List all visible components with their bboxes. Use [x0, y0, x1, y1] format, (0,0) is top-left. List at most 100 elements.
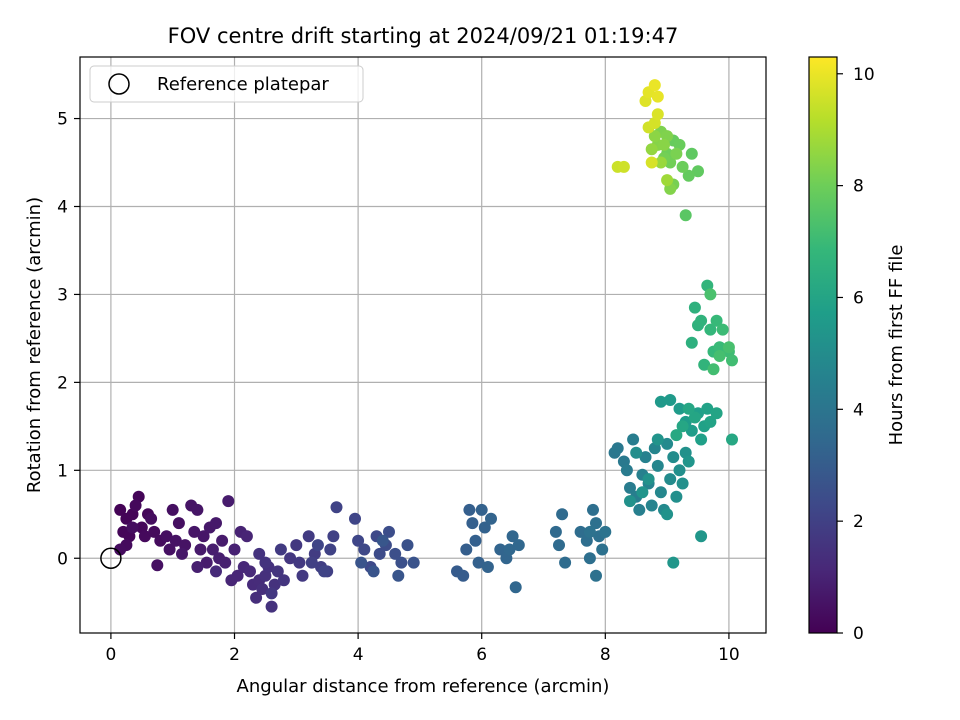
x-axis-ticks: 0 2 4 6 8 10: [105, 633, 740, 665]
data-point: [114, 503, 127, 516]
data-point: [559, 556, 572, 569]
data-point: [633, 503, 646, 516]
data-point: [469, 534, 482, 547]
data-point: [676, 160, 689, 173]
data-point: [658, 138, 670, 151]
data-point: [367, 565, 380, 578]
data-point: [129, 499, 142, 512]
data-point: [478, 521, 491, 534]
data-point: [651, 459, 664, 472]
x-tick-label: 0: [105, 645, 116, 665]
colorbar-gradient: [809, 57, 837, 633]
gridlines: [80, 57, 766, 633]
y-tick-label: 2: [57, 373, 68, 393]
data-point: [166, 503, 179, 516]
data-point: [172, 517, 185, 530]
data-point: [673, 402, 686, 415]
data-point: [645, 156, 658, 169]
x-tick-label: 6: [476, 645, 487, 665]
data-point: [587, 503, 599, 516]
data-point: [549, 525, 562, 538]
data-point: [463, 503, 476, 516]
data-point: [704, 415, 717, 428]
data-point: [219, 556, 232, 569]
data-point: [355, 556, 368, 569]
data-point: [460, 543, 473, 556]
data-point: [472, 556, 485, 569]
y-axis-label: Rotation from reference (arcmin): [24, 197, 45, 493]
data-point: [664, 394, 677, 406]
data-point: [617, 160, 630, 173]
plot-frame: [79, 56, 767, 634]
y-axis-ticks: 0 1 2 3 4 5: [57, 110, 80, 569]
colorbar-label: Hours from first FF file: [886, 245, 907, 446]
data-point: [383, 525, 395, 538]
y-tick-label: 0: [57, 549, 68, 569]
data-point: [661, 174, 674, 187]
data-point: [654, 395, 667, 408]
data-point: [636, 486, 649, 499]
data-point: [704, 288, 717, 301]
data-point: [259, 556, 272, 569]
data-point: [639, 451, 652, 464]
data-point: [466, 517, 479, 530]
reference-platepar-marker: [100, 547, 122, 570]
data-point: [583, 552, 596, 565]
y-tick-label: 4: [57, 197, 68, 217]
data-point: [169, 534, 182, 547]
x-tick-label: 4: [353, 645, 364, 665]
data-point: [265, 587, 278, 600]
data-point: [206, 543, 219, 556]
data-point: [713, 341, 726, 354]
data-point: [311, 539, 324, 552]
data-point: [590, 569, 602, 582]
data-point: [574, 525, 587, 538]
data-point: [688, 301, 701, 314]
data-point: [695, 530, 708, 543]
data-point: [302, 530, 315, 543]
data-point: [145, 512, 158, 525]
data-point: [667, 451, 680, 464]
data-point: [163, 543, 176, 556]
data-point: [651, 90, 664, 103]
data-point: [200, 556, 213, 569]
data-point: [407, 556, 420, 569]
data-point: [611, 442, 624, 455]
data-point: [651, 108, 664, 121]
data-point: [654, 156, 667, 169]
data-point: [376, 534, 389, 547]
data-point: [688, 411, 701, 424]
data-points: [114, 79, 738, 613]
data-point: [710, 407, 723, 420]
y-tick-label: 5: [57, 110, 68, 130]
x-tick-label: 10: [718, 645, 740, 665]
data-point: [191, 503, 204, 516]
x-tick-label: 8: [600, 645, 611, 665]
data-point: [676, 420, 689, 433]
data-point: [624, 495, 636, 508]
data-point: [692, 165, 704, 178]
data-point: [661, 508, 674, 521]
data-point: [667, 556, 680, 569]
data-point: [330, 501, 343, 514]
data-point: [210, 565, 222, 578]
data-point: [188, 525, 201, 538]
data-point: [695, 433, 708, 446]
data-point: [250, 591, 263, 604]
data-point: [512, 539, 525, 552]
data-point: [457, 569, 470, 582]
data-point: [191, 561, 204, 573]
data-point: [222, 495, 235, 508]
legend: Reference platepar: [89, 65, 364, 103]
data-point: [277, 574, 290, 587]
data-point: [704, 323, 717, 336]
colorbar-tick-label: 4: [853, 400, 864, 420]
data-point: [661, 437, 674, 450]
data-point: [620, 464, 633, 477]
data-point: [509, 581, 522, 594]
data-point: [126, 521, 139, 534]
data-point: [679, 209, 692, 222]
data-point: [176, 547, 188, 560]
colorbar-tick-label: 0: [853, 624, 864, 644]
